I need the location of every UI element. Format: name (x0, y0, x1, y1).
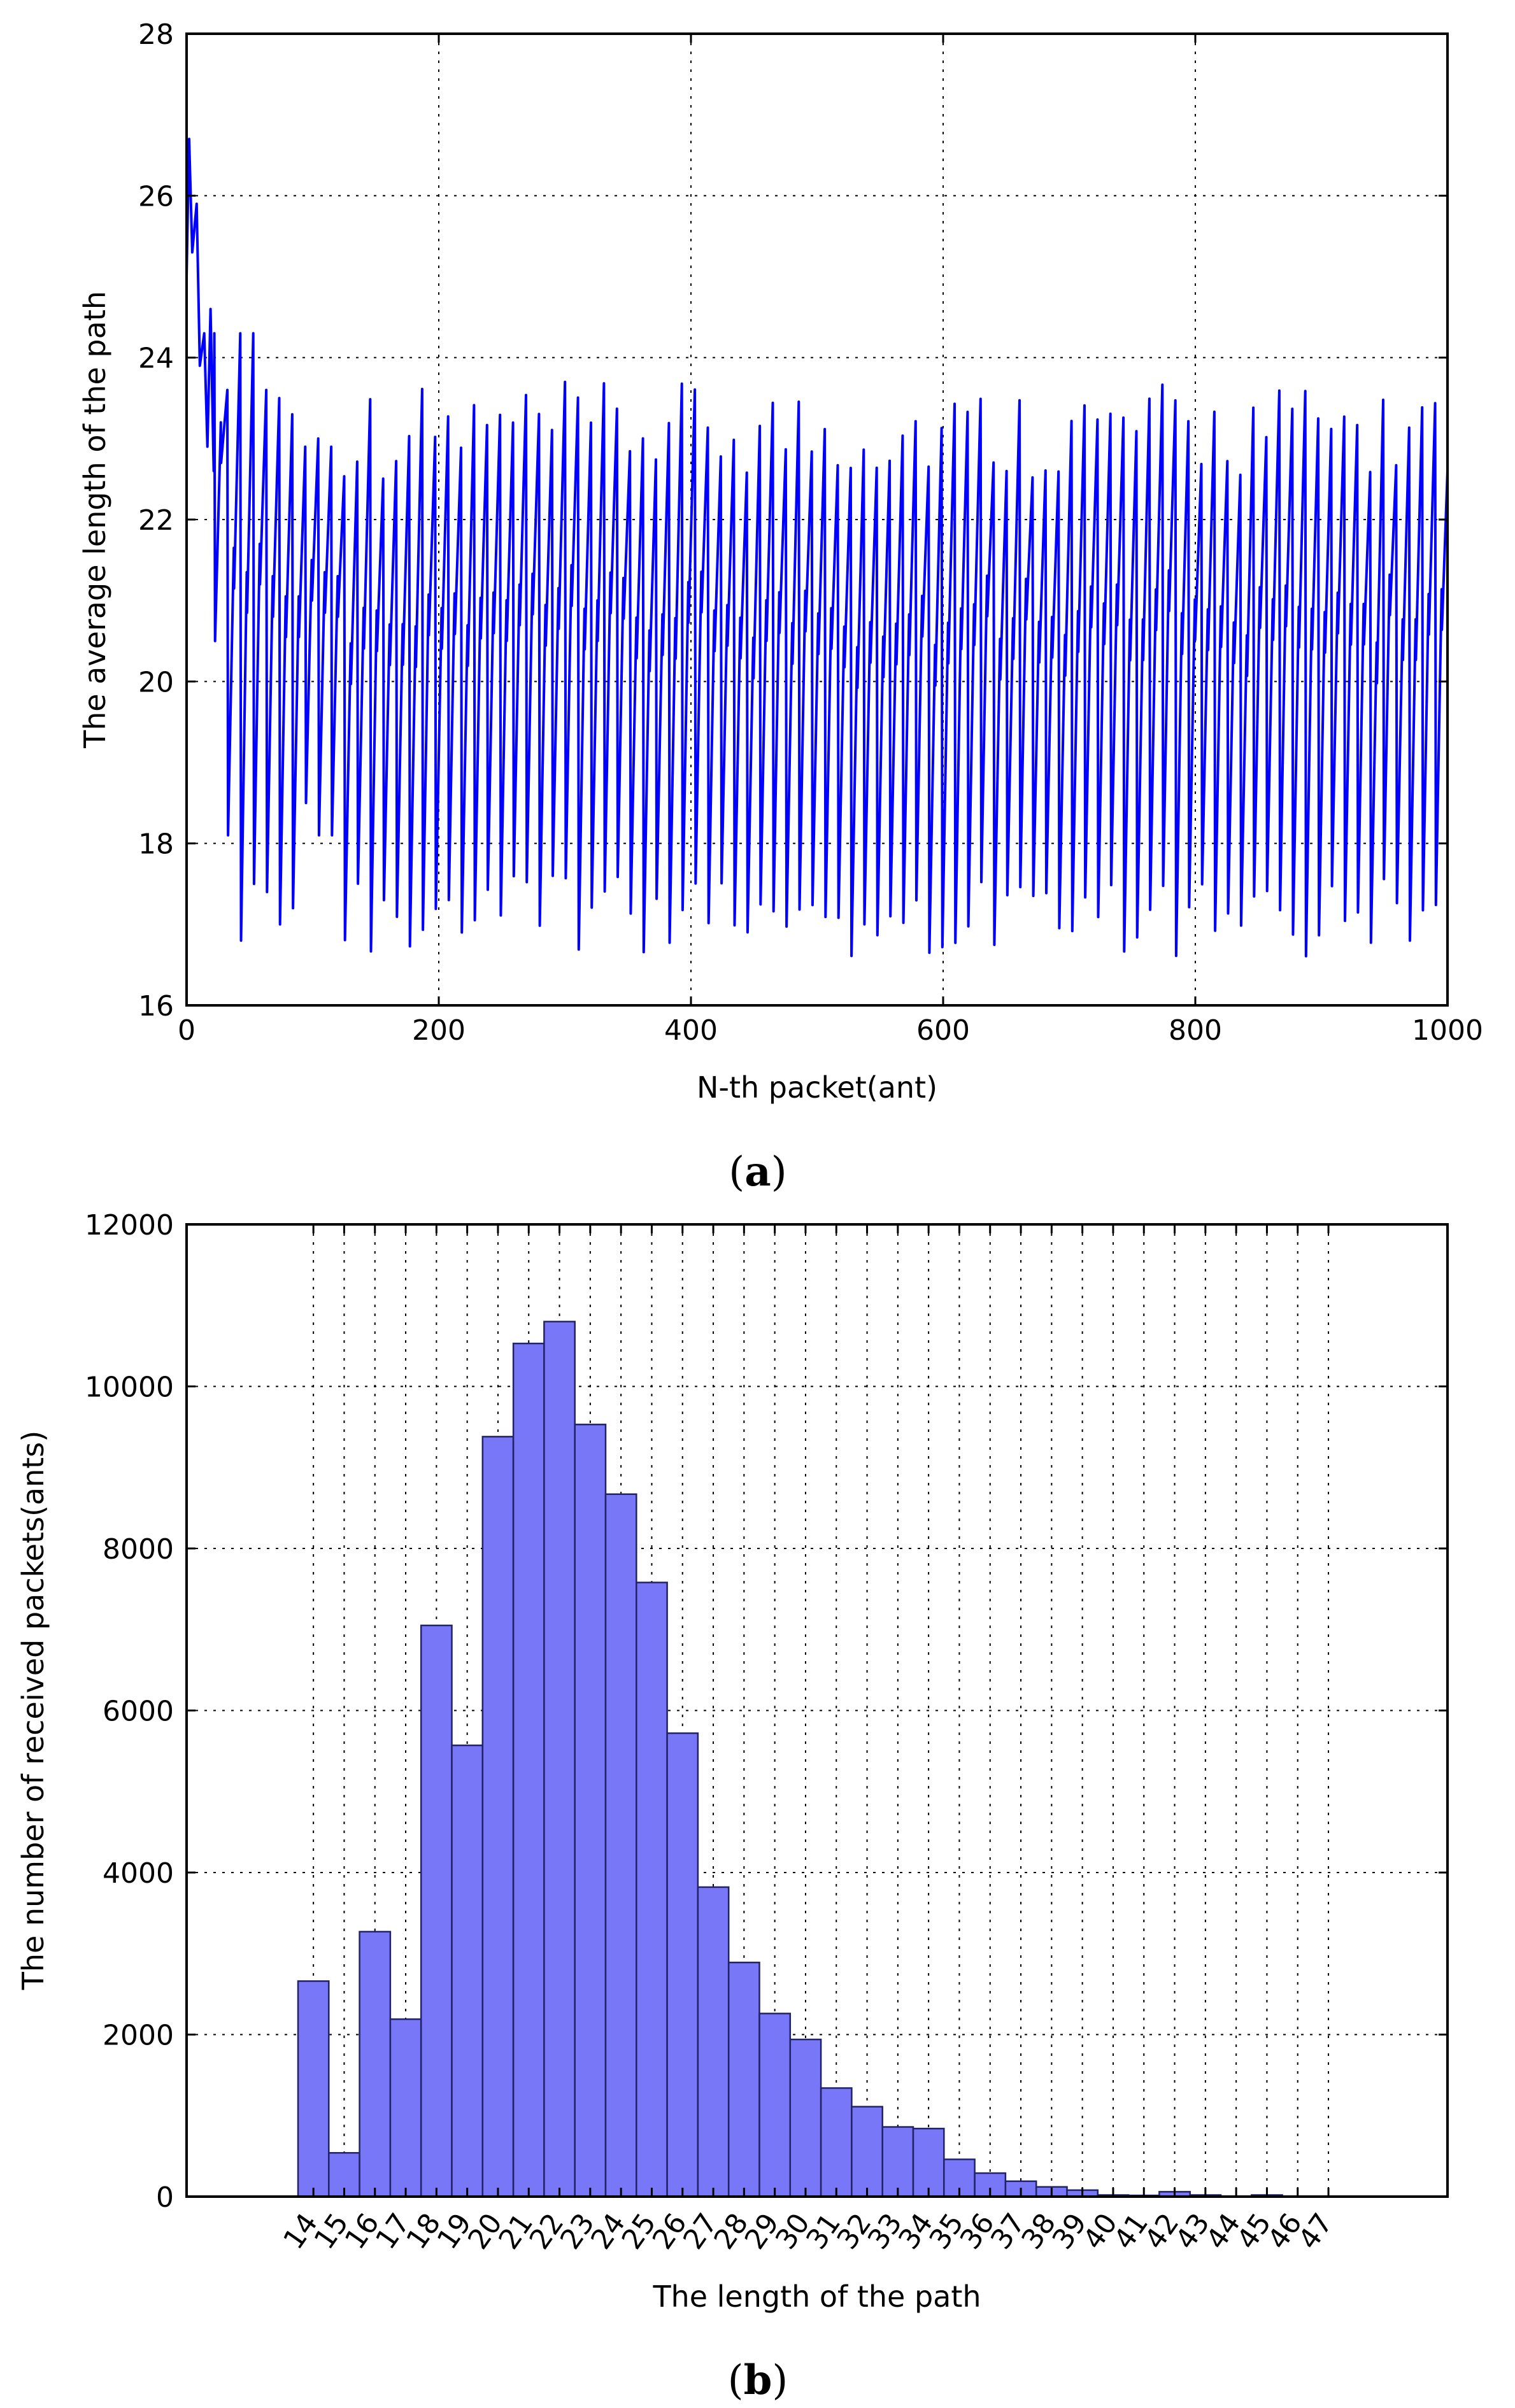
chart-a-ytick-label: 22 (138, 504, 174, 537)
chart-b-bar (359, 1930, 392, 2198)
chart-b-bar (297, 1980, 330, 2198)
chart-a-ylabel: The average length of the path (78, 291, 112, 749)
chart-b-ytick-label: 10000 (85, 1371, 174, 1404)
chart-a-caption-letter: a (744, 1148, 771, 1196)
chart-b-bar (604, 1493, 637, 2198)
chart-b-bar (636, 1582, 668, 2198)
chart-b-ytick-label: 4000 (103, 1857, 174, 1890)
chart-a-xtick-label: 800 (1169, 1014, 1222, 1047)
chart-b-bar (666, 1732, 699, 2198)
chart-a-xtick-label: 600 (916, 1014, 970, 1047)
chart-a-ticks: 0 200 400 600 800 1000 16 18 20 22 24 26 28 (138, 18, 1483, 1047)
chart-b-bar (481, 1436, 515, 2198)
chart-b-bar (420, 1624, 453, 2198)
chart-b-ytick-label: 2000 (103, 2020, 174, 2052)
chart-b-xlabel: The length of the path (652, 2279, 981, 2314)
chart-b-caption-letter: b (744, 2356, 772, 2404)
chart-b-bar (727, 1961, 760, 2198)
chart-a-ytick-label: 28 (138, 18, 174, 51)
chart-a-series-line (185, 138, 1449, 958)
chart-b-bar (820, 2087, 853, 2198)
chart-a-xtick-label: 0 (178, 1014, 196, 1047)
chart-b-bar (543, 1321, 576, 2198)
chart-a-ytick-label: 16 (138, 990, 174, 1023)
chart-b-bars (297, 1321, 1283, 2198)
chart-a-series (185, 138, 1449, 958)
chart-b-bar (697, 1886, 730, 2198)
chart-b-bar (574, 1424, 607, 2198)
chart-b-bar (389, 2018, 422, 2198)
chart-a-ytick-label: 20 (138, 666, 174, 698)
chart-a-ytick-label: 18 (138, 828, 174, 861)
chart-b-bar (512, 1342, 545, 2198)
chart-b-xtick-label: 47 (1292, 2207, 1339, 2255)
chart-b-bar (789, 2038, 822, 2198)
chart-a-caption: (a) (729, 1148, 786, 1196)
chart-a-line-plot: 0 200 400 600 800 1000 16 18 20 22 24 26 28 N-th pac… (0, 0, 1515, 1197)
chart-b-caption: (b) (728, 2356, 788, 2404)
chart-b-bar (328, 2152, 360, 2198)
chart-b-grid (187, 1224, 1447, 2197)
chart-a-xlabel: N-th packet(ant) (697, 1070, 937, 1105)
chart-a-ytick-label: 26 (138, 180, 174, 213)
chart-b-ytick-label: 6000 (103, 1696, 174, 1728)
chart-b-bar (912, 2127, 945, 2198)
chart-b-ylabel: The number of received packets(ants) (16, 1431, 50, 1990)
chart-b-bar (758, 2013, 792, 2198)
chart-b-bar (881, 2126, 914, 2198)
chart-b-bar (851, 2106, 883, 2198)
chart-b-ytick-label: 12000 (85, 1209, 174, 1242)
chart-b-ytick-label: 0 (156, 2181, 174, 2214)
chart-b-bar (451, 1744, 484, 2198)
chart-a-ytick-label: 24 (138, 343, 174, 375)
chart-a-xtick-label: 400 (664, 1014, 718, 1047)
chart-b-ytick-label: 8000 (103, 1533, 174, 1566)
chart-b-histogram: 0200040006000800010000120001415161718192… (16, 1209, 1449, 2404)
chart-a-xtick-label: 200 (412, 1014, 466, 1047)
chart-a-xtick-label: 1000 (1412, 1014, 1483, 1047)
